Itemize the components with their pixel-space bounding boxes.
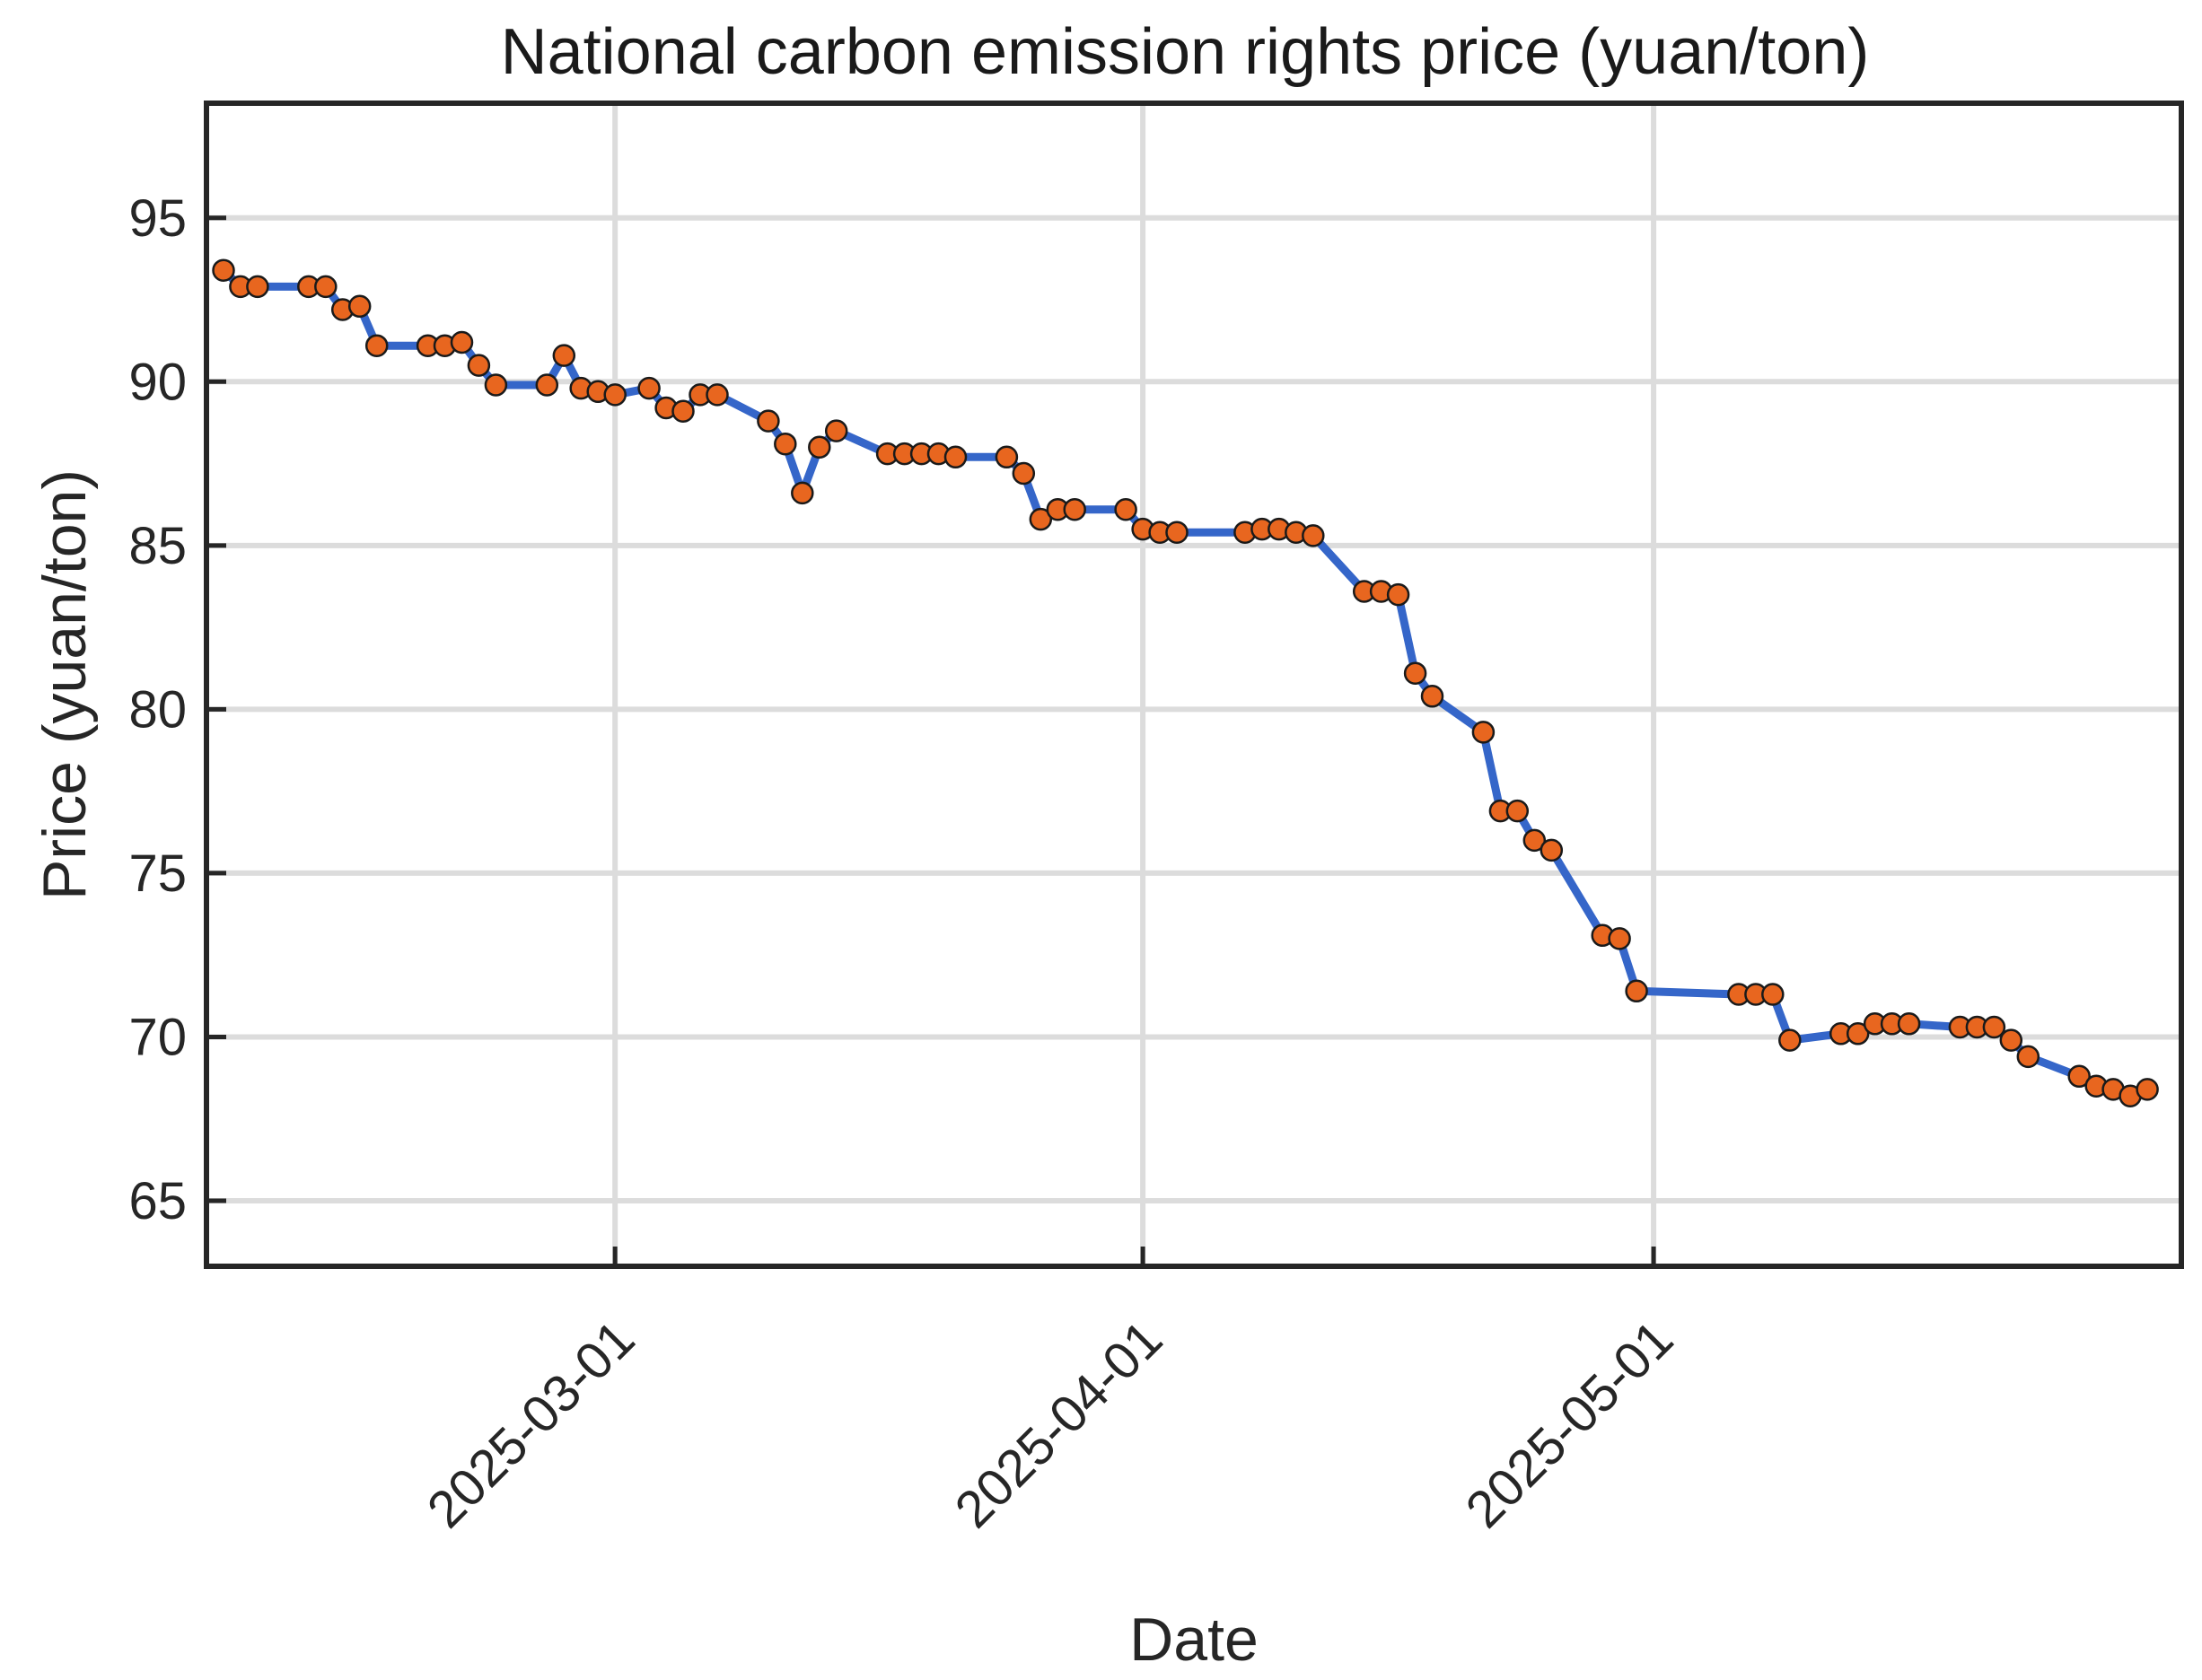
y-tick-label: 95 — [128, 189, 187, 248]
data-point — [1540, 838, 1564, 862]
axis-ticks: 65 70 75 80 85 90 95 2025-03-01 2025-04-01 2025-0… — [128, 189, 1684, 1539]
data-point — [1029, 507, 1053, 531]
data-point — [314, 275, 338, 299]
y-tick-label: 70 — [128, 1008, 187, 1066]
data-point — [2067, 1064, 2091, 1089]
data-point — [1386, 582, 1410, 607]
data-point — [2016, 1045, 2040, 1069]
data-point — [1063, 497, 1086, 521]
data-point — [706, 383, 729, 407]
data-points — [212, 258, 2159, 1107]
data-point — [1420, 685, 1444, 708]
data-point — [943, 445, 968, 469]
data-point — [824, 419, 848, 442]
series-line-group — [220, 267, 2149, 1100]
data-point — [1505, 799, 1530, 823]
data-point — [552, 344, 576, 367]
data-point — [1471, 721, 1496, 744]
grid-lines — [206, 103, 2181, 1266]
data-point — [1302, 524, 1325, 547]
data-point — [246, 275, 269, 299]
data-point — [1897, 1012, 1921, 1036]
data-point — [603, 383, 627, 407]
x-tick-label: 2025-04-01 — [944, 1309, 1174, 1539]
data-point — [1761, 983, 1785, 1006]
data-point — [791, 481, 814, 505]
data-point — [774, 432, 797, 456]
data-point — [467, 354, 491, 377]
y-tick-label: 85 — [128, 517, 187, 575]
y-tick-label: 80 — [128, 680, 187, 739]
x-tick-label: 2025-05-01 — [1455, 1309, 1685, 1539]
data-point — [1114, 497, 1137, 521]
data-point — [637, 376, 661, 400]
data-point — [450, 330, 474, 354]
data-point — [808, 435, 831, 459]
data-point — [2136, 1078, 2159, 1101]
y-axis-label: Price (yuan/ton) — [31, 469, 99, 900]
data-point — [1846, 1022, 1870, 1046]
data-point — [484, 373, 508, 397]
series-line — [220, 267, 2149, 1100]
data-point — [1522, 828, 1547, 853]
x-tick-label: 2025-03-01 — [417, 1309, 646, 1539]
data-point — [1778, 1028, 1802, 1052]
plot-frame — [204, 101, 2184, 1269]
data-point — [1403, 661, 1427, 685]
data-point — [1012, 461, 1036, 486]
data-point — [995, 445, 1019, 469]
data-point — [1608, 927, 1631, 950]
data-point — [1999, 1028, 2023, 1052]
chart-title: National carbon emission rights price (y… — [501, 16, 1870, 88]
data-point — [364, 334, 389, 357]
data-point — [1165, 521, 1189, 544]
data-point — [347, 294, 372, 319]
x-axis-label: Date — [1129, 1606, 1259, 1674]
data-point — [671, 399, 695, 423]
y-tick-label: 75 — [128, 844, 187, 903]
y-tick-label: 65 — [128, 1172, 187, 1230]
data-point — [1982, 1015, 2006, 1039]
data-point — [212, 258, 235, 282]
data-point — [1625, 979, 1648, 1003]
data-point — [535, 373, 559, 397]
y-tick-label: 90 — [128, 353, 187, 411]
data-point — [757, 409, 780, 433]
